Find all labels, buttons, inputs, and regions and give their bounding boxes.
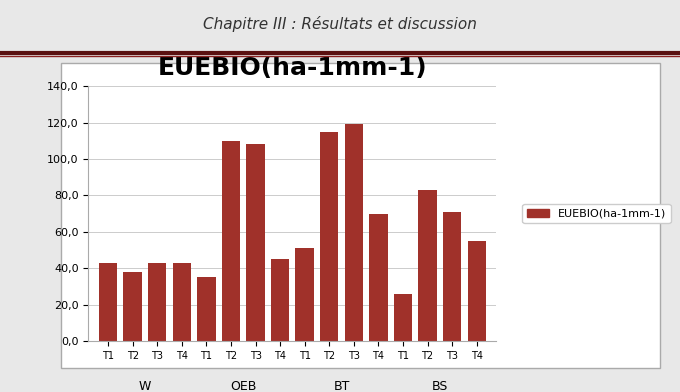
Bar xyxy=(345,125,363,341)
Bar xyxy=(394,294,412,341)
Bar xyxy=(124,272,142,341)
Bar xyxy=(320,132,339,341)
Bar xyxy=(148,263,167,341)
Text: W: W xyxy=(139,380,151,392)
Text: BS: BS xyxy=(432,380,448,392)
Bar xyxy=(468,241,486,341)
Text: BT: BT xyxy=(333,380,350,392)
Text: OEB: OEB xyxy=(230,380,256,392)
Bar xyxy=(418,190,437,341)
Bar xyxy=(271,259,289,341)
Bar xyxy=(369,214,388,341)
Bar xyxy=(222,141,240,341)
Text: Chapitre III : Résultats et discussion: Chapitre III : Résultats et discussion xyxy=(203,16,477,32)
Bar xyxy=(296,248,314,341)
Bar xyxy=(197,278,216,341)
Bar xyxy=(99,263,117,341)
Bar xyxy=(443,212,461,341)
Bar xyxy=(246,145,265,341)
Title: EUEBIO(ha-1mm-1): EUEBIO(ha-1mm-1) xyxy=(158,56,427,80)
Legend: EUEBIO(ha-1mm-1): EUEBIO(ha-1mm-1) xyxy=(522,204,670,223)
Bar xyxy=(173,263,191,341)
